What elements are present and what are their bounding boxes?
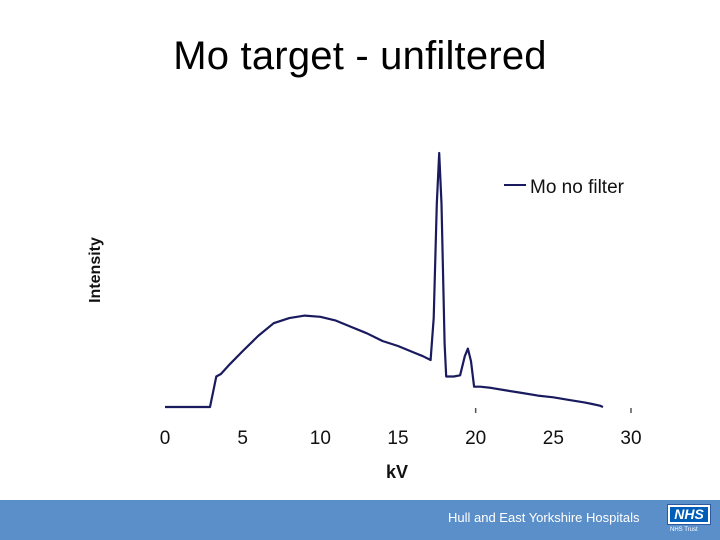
x-tick-label: 25 [543, 428, 564, 449]
x-tick-label: 30 [620, 428, 641, 449]
series-layer [165, 151, 604, 409]
x-tick-label: 0 [160, 428, 171, 449]
slide-title: Mo target - unfiltered [173, 34, 547, 78]
footer-trust-label: NHS Trust [670, 527, 698, 533]
x-tick-label: 10 [310, 428, 331, 449]
legend: Mo no filter [504, 177, 625, 198]
x-tick-label: 20 [465, 428, 486, 449]
y-axis-label: Intensity [87, 237, 104, 303]
series-line-0 [165, 151, 604, 409]
x-axis-label: kV [386, 462, 408, 482]
x-tick-label: 5 [237, 428, 248, 449]
chart: 0 5 10 15 20 25 30 Mo no filter Intensity kV [87, 151, 642, 482]
axis-layer: 0 5 10 15 20 25 30 [160, 408, 642, 449]
x-tick-label: 15 [387, 428, 408, 449]
nhs-logo: NHS [667, 504, 711, 525]
legend-label: Mo no filter [530, 177, 625, 198]
footer-organisation-name: Hull and East Yorkshire Hospitals [448, 510, 640, 525]
nhs-logo-text: NHS [670, 507, 708, 522]
footer-band: Hull and East Yorkshire Hospitals NHS Tr… [0, 500, 720, 540]
